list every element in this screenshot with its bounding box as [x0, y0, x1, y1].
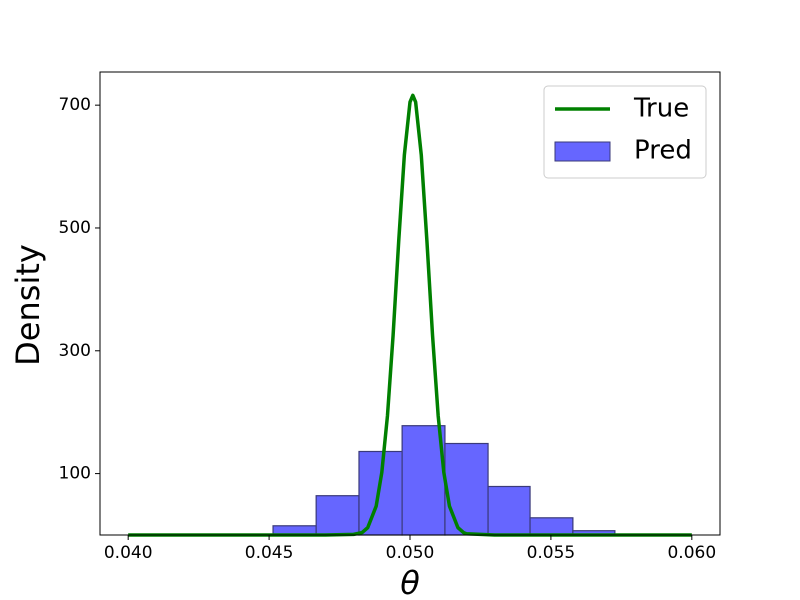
legend-label: Pred	[634, 136, 692, 166]
y-tick-label: 500	[59, 218, 91, 238]
histogram-bar	[358, 450, 403, 536]
x-axis-label: θ	[400, 564, 420, 600]
histogram-bar	[401, 425, 446, 536]
histogram-bar	[444, 442, 489, 536]
histogram-bar	[315, 495, 360, 536]
y-tick-label: 100	[59, 464, 91, 484]
x-tick-label: 0.060	[667, 543, 716, 563]
histogram-bar	[487, 485, 531, 536]
x-tick-label: 0.040	[104, 543, 153, 563]
y-axis-label: Density	[9, 244, 47, 366]
legend-label: True	[633, 94, 689, 124]
line	[128, 93, 692, 537]
x-tick-label: 0.050	[386, 543, 435, 563]
x-tick-label: 0.045	[245, 543, 294, 563]
y-tick-label: 700	[59, 95, 91, 115]
legend: True Pred	[543, 85, 707, 179]
x-tick-label: 0.055	[527, 543, 576, 563]
legend-patch	[554, 141, 611, 162]
histogram-bar	[529, 517, 574, 536]
y-tick-label: 300	[59, 341, 91, 361]
